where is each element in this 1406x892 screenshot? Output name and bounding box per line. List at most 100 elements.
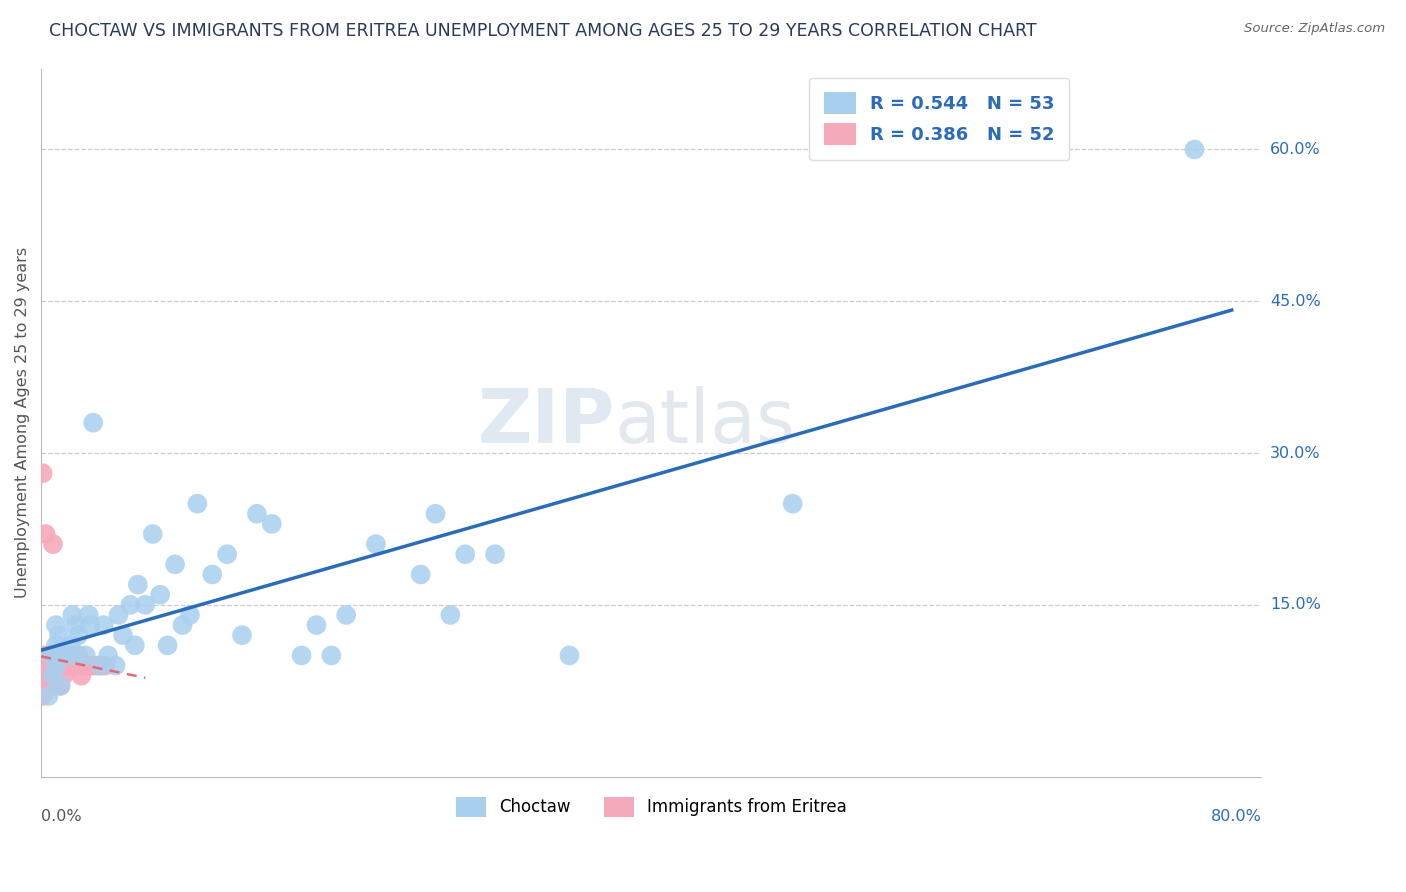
Point	[77, 658, 100, 673]
Point	[42, 668, 65, 682]
Point	[70, 668, 93, 682]
Point	[111, 628, 134, 642]
Point	[65, 618, 87, 632]
Point	[35, 648, 58, 663]
Point	[149, 588, 172, 602]
Point	[38, 658, 60, 673]
Point	[246, 507, 269, 521]
Point	[41, 648, 63, 663]
Point	[31, 658, 53, 673]
Point	[201, 567, 224, 582]
Point	[34, 679, 56, 693]
Point	[31, 689, 53, 703]
Point	[75, 648, 97, 663]
Text: 15.0%: 15.0%	[1270, 598, 1320, 612]
Point	[321, 648, 343, 663]
Text: CHOCTAW VS IMMIGRANTS FROM ERITREA UNEMPLOYMENT AMONG AGES 25 TO 29 YEARS CORREL: CHOCTAW VS IMMIGRANTS FROM ERITREA UNEMP…	[49, 22, 1036, 40]
Point	[83, 658, 105, 673]
Point	[156, 638, 179, 652]
Text: 0.0%: 0.0%	[41, 809, 82, 823]
Point	[305, 618, 328, 632]
Point	[31, 467, 53, 481]
Text: ZIP: ZIP	[478, 386, 614, 459]
Point	[63, 648, 86, 663]
Point	[31, 679, 53, 693]
Point	[52, 668, 75, 682]
Point	[94, 658, 117, 673]
Point	[93, 618, 115, 632]
Point	[38, 668, 60, 682]
Point	[34, 668, 56, 682]
Point	[41, 658, 63, 673]
Point	[45, 679, 67, 693]
Point	[32, 658, 55, 673]
Point	[32, 648, 55, 663]
Point	[124, 638, 146, 652]
Point	[39, 648, 62, 663]
Point	[290, 648, 312, 663]
Point	[39, 679, 62, 693]
Point	[782, 497, 804, 511]
Point	[31, 658, 53, 673]
Text: 80.0%: 80.0%	[1211, 809, 1261, 823]
Point	[32, 679, 55, 693]
Point	[53, 648, 76, 663]
Point	[45, 618, 67, 632]
Point	[134, 598, 156, 612]
Point	[58, 648, 80, 663]
Text: 60.0%: 60.0%	[1270, 142, 1320, 157]
Point	[45, 648, 67, 663]
Point	[59, 658, 82, 673]
Point	[79, 618, 101, 632]
Point	[67, 648, 90, 663]
Point	[186, 497, 208, 511]
Point	[558, 648, 581, 663]
Point	[90, 658, 112, 673]
Text: 45.0%: 45.0%	[1270, 293, 1320, 309]
Point	[77, 607, 100, 622]
Point	[51, 658, 73, 673]
Point	[454, 547, 477, 561]
Point	[172, 618, 194, 632]
Point	[31, 668, 53, 682]
Point	[60, 658, 83, 673]
Point	[55, 658, 77, 673]
Point	[179, 607, 201, 622]
Point	[42, 537, 65, 551]
Point	[32, 668, 55, 682]
Point	[31, 679, 53, 693]
Point	[120, 598, 142, 612]
Point	[42, 668, 65, 682]
Point	[142, 527, 165, 541]
Point	[44, 658, 66, 673]
Point	[90, 658, 112, 673]
Legend: Choctaw, Immigrants from Eritrea: Choctaw, Immigrants from Eritrea	[447, 789, 855, 825]
Point	[45, 638, 67, 652]
Point	[49, 679, 72, 693]
Point	[439, 607, 461, 622]
Point	[48, 628, 70, 642]
Y-axis label: Unemployment Among Ages 25 to 29 years: Unemployment Among Ages 25 to 29 years	[15, 247, 30, 599]
Point	[217, 547, 239, 561]
Text: 30.0%: 30.0%	[1270, 445, 1320, 460]
Point	[364, 537, 387, 551]
Point	[45, 658, 67, 673]
Point	[107, 607, 129, 622]
Point	[56, 658, 79, 673]
Point	[35, 668, 58, 682]
Point	[425, 507, 447, 521]
Point	[59, 638, 82, 652]
Point	[1184, 143, 1206, 157]
Point	[484, 547, 506, 561]
Point	[38, 689, 60, 703]
Text: atlas: atlas	[614, 386, 796, 459]
Point	[49, 679, 72, 693]
Point	[65, 658, 87, 673]
Point	[66, 658, 89, 673]
Point	[63, 648, 86, 663]
Text: Source: ZipAtlas.com: Source: ZipAtlas.com	[1244, 22, 1385, 36]
Point	[231, 628, 253, 642]
Point	[97, 648, 120, 663]
Point	[31, 668, 53, 682]
Point	[67, 628, 90, 642]
